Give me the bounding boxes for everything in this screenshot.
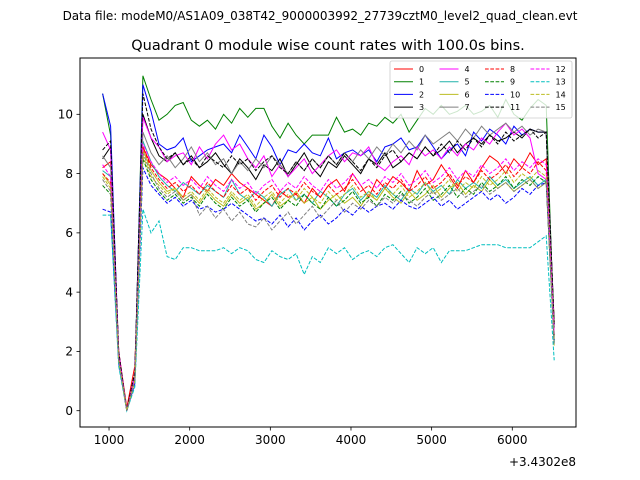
y-tick-label: 4 <box>65 285 73 299</box>
chart-title: Quadrant 0 module wise count rates with … <box>131 38 525 54</box>
series-line-1 <box>102 75 555 411</box>
legend-label-14: 14 <box>556 90 566 99</box>
plot-frame <box>79 57 577 428</box>
series-line-11 <box>102 93 555 411</box>
x-tick-label: 2000 <box>174 433 205 447</box>
series-line-12 <box>102 143 555 411</box>
x-offset-label: +3.4302e8 <box>509 455 576 469</box>
series-line-15 <box>102 152 555 411</box>
legend-label-9: 9 <box>510 78 515 87</box>
x-tick-label: 1000 <box>94 433 125 447</box>
legend-label-6: 6 <box>465 90 470 99</box>
legend-label-15: 15 <box>556 103 566 112</box>
legend-box <box>389 60 573 119</box>
x-tick-label: 6000 <box>497 433 528 447</box>
legend-label-4: 4 <box>465 65 470 74</box>
series-line-8 <box>102 146 555 411</box>
legend-label-8: 8 <box>510 65 515 74</box>
plot-area <box>102 75 555 413</box>
series-line-6 <box>102 149 555 411</box>
series-line-14 <box>102 155 555 411</box>
x-tick-label: 5000 <box>416 433 447 447</box>
y-tick-label: 0 <box>65 404 73 418</box>
legend-label-12: 12 <box>556 65 566 74</box>
legend-label-7: 7 <box>465 103 470 112</box>
legend-label-5: 5 <box>465 78 470 87</box>
figure-suptitle: Data file: modeM0/AS1A09_038T42_90000039… <box>63 9 578 23</box>
series-line-10 <box>102 167 555 411</box>
legend-label-3: 3 <box>419 103 424 112</box>
y-tick-label: 2 <box>65 345 73 359</box>
y-tick-label: 6 <box>65 226 73 240</box>
legend-label-0: 0 <box>419 65 424 74</box>
series-line-9 <box>102 158 555 411</box>
series-line-13 <box>102 209 555 413</box>
x-tick-label: 3000 <box>255 433 286 447</box>
y-tick-label: 10 <box>58 108 73 122</box>
x-axis: 1000 2000 3000 4000 5000 6000 <box>94 427 528 447</box>
y-tick-label: 8 <box>65 167 73 181</box>
legend-label-1: 1 <box>419 78 424 87</box>
x-tick-label: 4000 <box>336 433 367 447</box>
y-axis: 0 2 4 6 8 10 <box>58 108 80 418</box>
legend-label-10: 10 <box>510 90 520 99</box>
series-line-7 <box>102 122 555 411</box>
series-line-5 <box>102 140 555 411</box>
legend-label-2: 2 <box>419 90 424 99</box>
legend-label-11: 11 <box>510 103 520 112</box>
series-line-2 <box>102 84 555 411</box>
legend-label-13: 13 <box>556 78 566 87</box>
